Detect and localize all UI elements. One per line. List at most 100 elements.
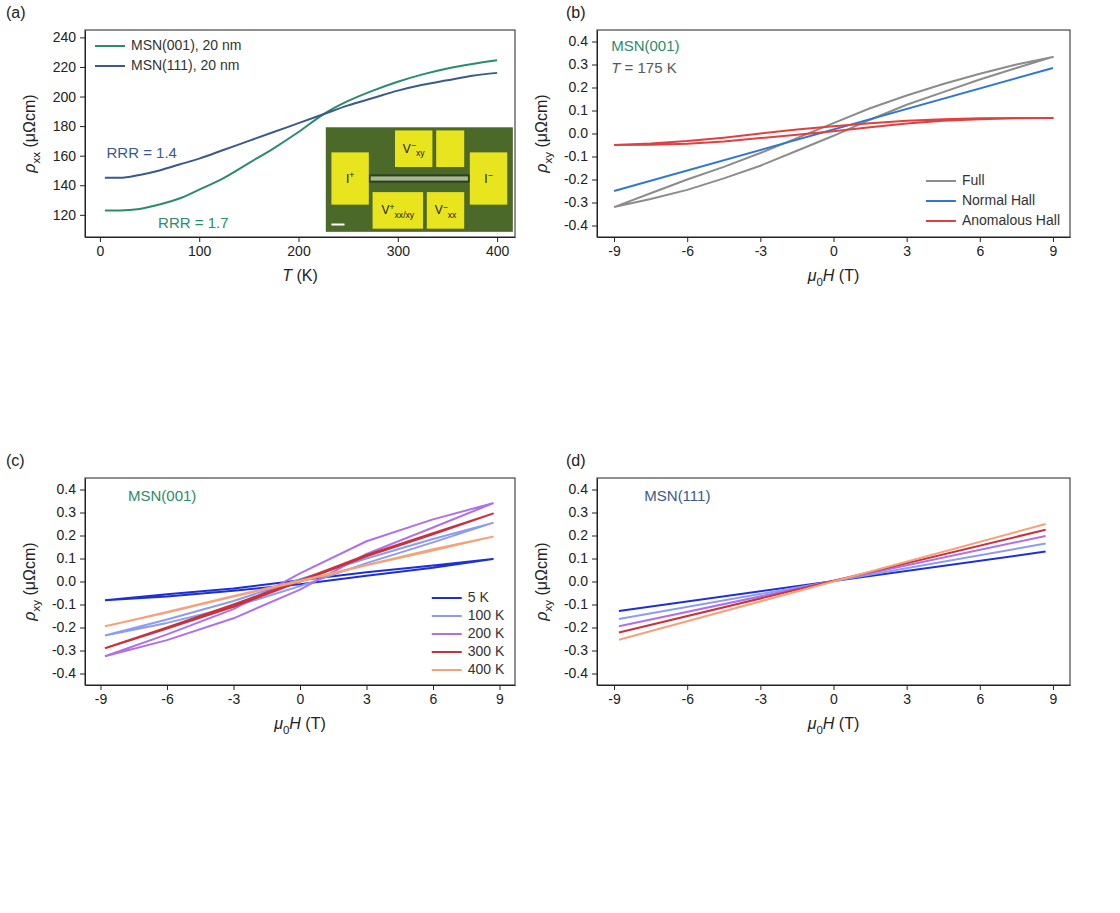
- x-axis-title: μ0H (T): [807, 715, 860, 736]
- x-tick-label: -9: [608, 691, 621, 707]
- annotation: T = 175 K: [611, 59, 676, 76]
- y-tick-label: -0.4: [564, 665, 588, 681]
- y-tick-mark: [592, 559, 597, 560]
- x-tick-label: 400: [486, 243, 510, 259]
- legend-swatch: [926, 220, 956, 222]
- legend-label: Normal Hall: [962, 192, 1035, 208]
- legend-label: 300 K: [468, 643, 505, 659]
- x-tick: 3: [903, 685, 911, 707]
- y-tick: 0.4: [57, 481, 85, 497]
- legend-entry: 400 K: [432, 661, 505, 677]
- legend-label: 200 K: [468, 625, 505, 641]
- x-tick-label: 6: [976, 691, 984, 707]
- y-axis-title: ρxx (μΩcm): [21, 94, 42, 173]
- legend-entry: Full: [926, 172, 985, 188]
- y-tick-label: 0.3: [569, 504, 589, 520]
- y-tick-mark: [592, 65, 597, 66]
- legend: MSN(001), 20 nmMSN(111), 20 nm: [95, 37, 241, 73]
- legend-swatch: [95, 65, 125, 67]
- text-part: μ: [807, 267, 817, 284]
- text-part: H: [823, 267, 835, 284]
- y-tick-label: -0.4: [52, 665, 76, 681]
- x-tick-label: 300: [387, 243, 411, 259]
- x-tick-label: 9: [1050, 243, 1058, 259]
- line-series: [105, 503, 493, 656]
- annotation: RRR = 1.4: [107, 144, 177, 161]
- y-tick-label: 0.2: [569, 527, 589, 543]
- y-tick: -0.1: [564, 148, 597, 164]
- x-axis: -9-6-30369: [598, 685, 1071, 707]
- inset-label: I+: [346, 170, 354, 186]
- x-tick: -9: [608, 685, 621, 707]
- y-tick-label: -0.1: [52, 596, 76, 612]
- y-tick-mark: [80, 513, 85, 514]
- x-tick-label: -3: [228, 691, 241, 707]
- y-tick-mark: [592, 674, 597, 675]
- x-tick-label: 0: [830, 243, 838, 259]
- text-part: xy: [416, 148, 425, 158]
- x-tick-label: 3: [903, 243, 911, 259]
- y-axis-line: [85, 479, 86, 686]
- y-tick-mark: [592, 88, 597, 89]
- text-part: xy: [30, 600, 42, 612]
- y-tick: 0.4: [569, 481, 597, 497]
- y-tick-label: 0.4: [569, 481, 589, 497]
- inset-label: V−xx: [435, 202, 457, 220]
- inset-scale-bar: [331, 224, 344, 226]
- text-part: +: [349, 170, 354, 180]
- y-tick: -0.2: [52, 619, 85, 635]
- plot-frame: [597, 478, 1070, 685]
- inset-pad: [436, 130, 464, 167]
- legend-entry: Normal Hall: [926, 192, 1035, 208]
- x-tick-mark: [167, 685, 168, 690]
- y-tick-mark: [80, 67, 85, 68]
- y-tick-mark: [592, 42, 597, 43]
- y-tick-mark: [80, 215, 85, 216]
- annotation: MSN(111): [644, 487, 710, 504]
- inset-pad: [373, 192, 424, 229]
- line-series: [614, 118, 1053, 145]
- x-tick-mark: [1053, 237, 1054, 242]
- text-part: (K): [292, 267, 318, 284]
- y-tick-label: 0.1: [569, 550, 589, 566]
- legend-swatch: [432, 669, 462, 671]
- x-tick: -6: [161, 685, 174, 707]
- x-tick-label: 100: [188, 243, 212, 259]
- inset-channel: [363, 174, 475, 182]
- text-part: ρ: [21, 163, 38, 173]
- inset-pad: [470, 152, 507, 204]
- y-tick-mark: [592, 203, 597, 204]
- x-tick-label: 3: [363, 691, 371, 707]
- legend-swatch: [95, 45, 125, 47]
- y-tick: -0.3: [564, 642, 597, 658]
- y-tick-mark: [592, 134, 597, 135]
- y-tick: -0.2: [564, 619, 597, 635]
- inset-pad: [395, 130, 432, 167]
- x-tick-mark: [497, 237, 498, 242]
- x-axis-title: T (K): [282, 267, 318, 284]
- x-tick-mark: [199, 237, 200, 242]
- text-part: = 175 K: [620, 59, 676, 76]
- inset-channel-core: [371, 176, 468, 180]
- text-part: (μΩcm): [21, 542, 38, 600]
- y-tick: 160: [53, 148, 85, 164]
- y-tick-mark: [80, 156, 85, 157]
- x-tick-label: 0: [297, 691, 305, 707]
- y-tick: 0.1: [569, 550, 597, 566]
- x-tick-mark: [687, 685, 688, 690]
- y-tick-mark: [592, 490, 597, 491]
- x-tick-label: -9: [95, 691, 108, 707]
- legend-label: Full: [962, 172, 985, 188]
- y-tick-label: -0.3: [52, 642, 76, 658]
- y-tick-label: 0.0: [569, 125, 589, 141]
- x-tick-mark: [234, 685, 235, 690]
- x-tick-label: 0: [830, 691, 838, 707]
- legend: FullNormal HallAnomalous Hall: [926, 172, 1060, 228]
- x-tick-mark: [980, 237, 981, 242]
- inset-label: V+xx/xy: [381, 202, 414, 220]
- y-tick: -0.3: [52, 642, 85, 658]
- text-part: V: [403, 142, 411, 156]
- x-tick: 100: [188, 237, 212, 259]
- y-tick-label: -0.2: [564, 619, 588, 635]
- inset: V−xyI+I−V+xx/xyV−xx: [326, 127, 513, 232]
